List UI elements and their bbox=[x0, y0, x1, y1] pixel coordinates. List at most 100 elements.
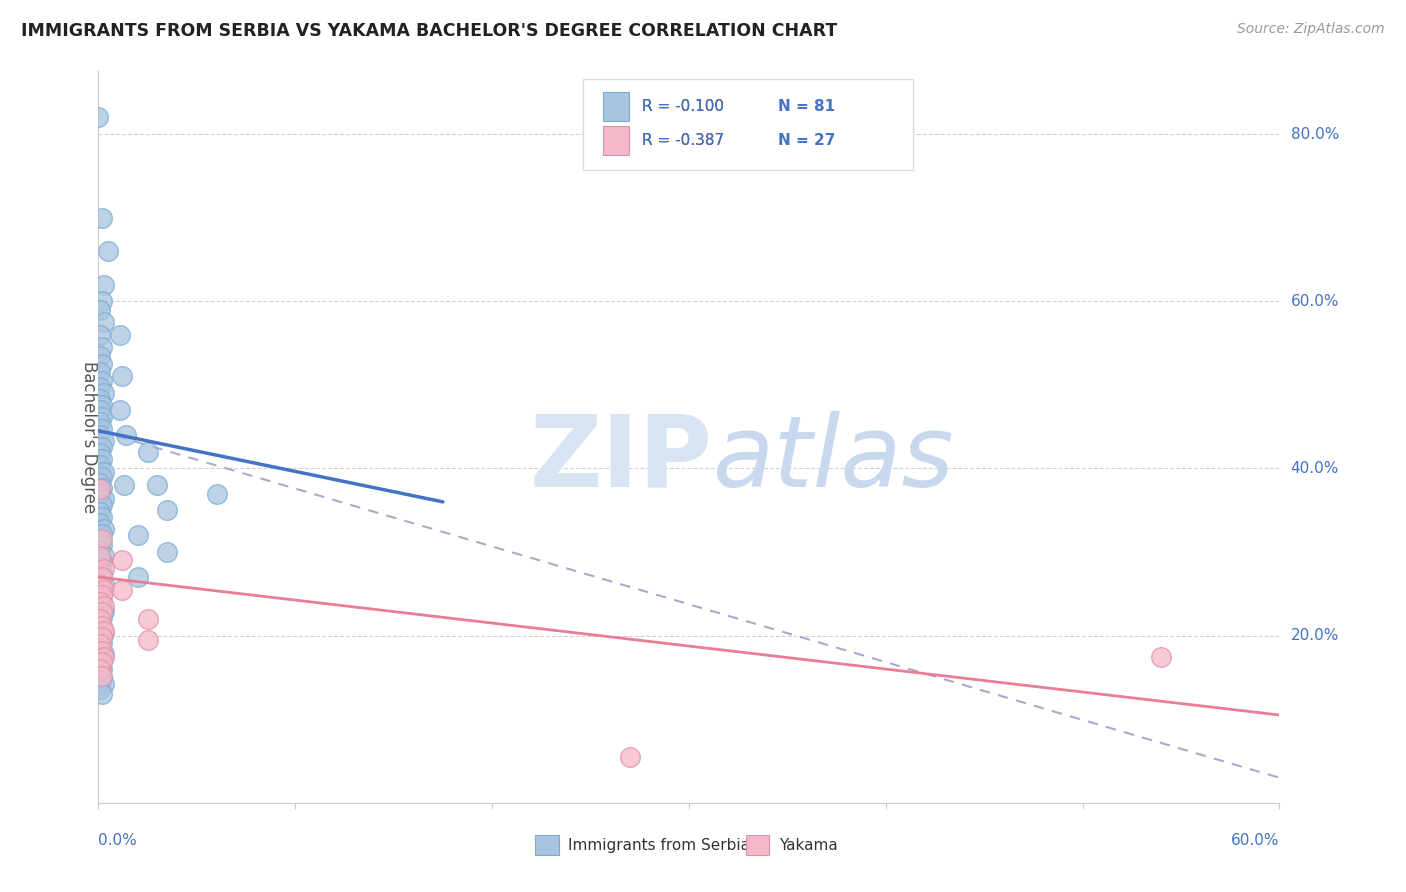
Point bbox=[93, 624, 115, 639]
FancyBboxPatch shape bbox=[582, 78, 914, 170]
Point bbox=[91, 440, 114, 454]
Point bbox=[91, 589, 114, 603]
Point bbox=[91, 470, 114, 484]
Point bbox=[91, 687, 114, 701]
Text: 40.0%: 40.0% bbox=[1291, 461, 1339, 476]
Point bbox=[89, 302, 111, 317]
Point bbox=[89, 589, 111, 603]
Point bbox=[89, 612, 111, 626]
Point bbox=[93, 277, 115, 292]
Point bbox=[93, 626, 115, 640]
Bar bbox=[745, 835, 769, 855]
Text: N = 27: N = 27 bbox=[778, 133, 835, 148]
Point bbox=[91, 482, 114, 496]
Point bbox=[91, 211, 114, 225]
Point bbox=[93, 599, 115, 614]
Point bbox=[89, 458, 111, 472]
Point bbox=[91, 533, 114, 547]
Point bbox=[1150, 649, 1173, 664]
Point bbox=[91, 656, 114, 670]
Text: R = -0.387: R = -0.387 bbox=[641, 133, 724, 148]
Point bbox=[91, 555, 114, 569]
Point bbox=[89, 561, 111, 575]
Point bbox=[91, 582, 114, 597]
Point bbox=[89, 631, 111, 645]
Point bbox=[108, 403, 131, 417]
Point bbox=[146, 478, 169, 492]
Point bbox=[93, 465, 115, 479]
Point bbox=[91, 357, 114, 371]
Point bbox=[91, 636, 114, 650]
Point bbox=[87, 111, 110, 125]
Point bbox=[89, 549, 111, 564]
Text: Immigrants from Serbia: Immigrants from Serbia bbox=[568, 838, 751, 853]
Point bbox=[89, 578, 111, 592]
Point bbox=[89, 615, 111, 630]
Point bbox=[156, 545, 179, 559]
Point bbox=[91, 662, 114, 676]
Point bbox=[127, 528, 149, 542]
Point bbox=[89, 572, 111, 586]
Point bbox=[89, 641, 111, 656]
Point bbox=[93, 582, 115, 597]
Point bbox=[111, 582, 134, 597]
Point bbox=[91, 566, 114, 580]
Point bbox=[91, 452, 114, 467]
Point bbox=[89, 657, 111, 671]
Point bbox=[89, 637, 111, 651]
Point bbox=[91, 422, 114, 436]
Point bbox=[205, 486, 228, 500]
Text: ZIP: ZIP bbox=[530, 410, 713, 508]
Point bbox=[91, 610, 114, 624]
Point bbox=[93, 386, 115, 401]
Point bbox=[91, 398, 114, 412]
Point bbox=[93, 522, 115, 536]
Point bbox=[127, 570, 149, 584]
Point bbox=[89, 365, 111, 379]
Text: N = 81: N = 81 bbox=[778, 99, 835, 114]
Text: Yakama: Yakama bbox=[779, 838, 838, 853]
Point bbox=[93, 492, 115, 507]
Point bbox=[93, 434, 115, 448]
Point bbox=[89, 505, 111, 519]
Point bbox=[619, 749, 641, 764]
Point bbox=[91, 538, 114, 552]
Point bbox=[89, 483, 111, 497]
Point bbox=[89, 379, 111, 393]
Point bbox=[89, 599, 111, 613]
Point bbox=[89, 486, 111, 500]
Point bbox=[89, 682, 111, 697]
Point bbox=[89, 533, 111, 548]
Point bbox=[93, 576, 115, 591]
Point bbox=[89, 667, 111, 681]
Point bbox=[91, 669, 114, 683]
Text: R = -0.100: R = -0.100 bbox=[641, 99, 724, 114]
Text: R = -0.100: R = -0.100 bbox=[641, 99, 724, 114]
Point bbox=[89, 428, 111, 442]
Point bbox=[91, 620, 114, 634]
Point bbox=[136, 612, 159, 626]
Text: 60.0%: 60.0% bbox=[1291, 293, 1339, 309]
Point bbox=[91, 294, 114, 309]
Point bbox=[91, 630, 114, 644]
Bar bbox=[603, 92, 628, 121]
Point bbox=[91, 527, 114, 541]
Point bbox=[91, 652, 114, 666]
Point bbox=[89, 595, 111, 609]
Text: 60.0%: 60.0% bbox=[1232, 833, 1279, 848]
Point bbox=[93, 549, 115, 564]
Point bbox=[108, 327, 131, 342]
Text: 0.0%: 0.0% bbox=[98, 833, 138, 848]
Point bbox=[89, 516, 111, 530]
Point bbox=[93, 604, 115, 618]
Point bbox=[89, 349, 111, 363]
Text: Source: ZipAtlas.com: Source: ZipAtlas.com bbox=[1237, 22, 1385, 37]
Point bbox=[115, 428, 138, 442]
Y-axis label: Bachelor's Degree: Bachelor's Degree bbox=[80, 361, 97, 513]
Point bbox=[89, 392, 111, 406]
Point bbox=[93, 649, 115, 664]
Point bbox=[91, 509, 114, 524]
Text: atlas: atlas bbox=[713, 410, 955, 508]
Point bbox=[93, 677, 115, 691]
Bar bbox=[603, 126, 628, 155]
